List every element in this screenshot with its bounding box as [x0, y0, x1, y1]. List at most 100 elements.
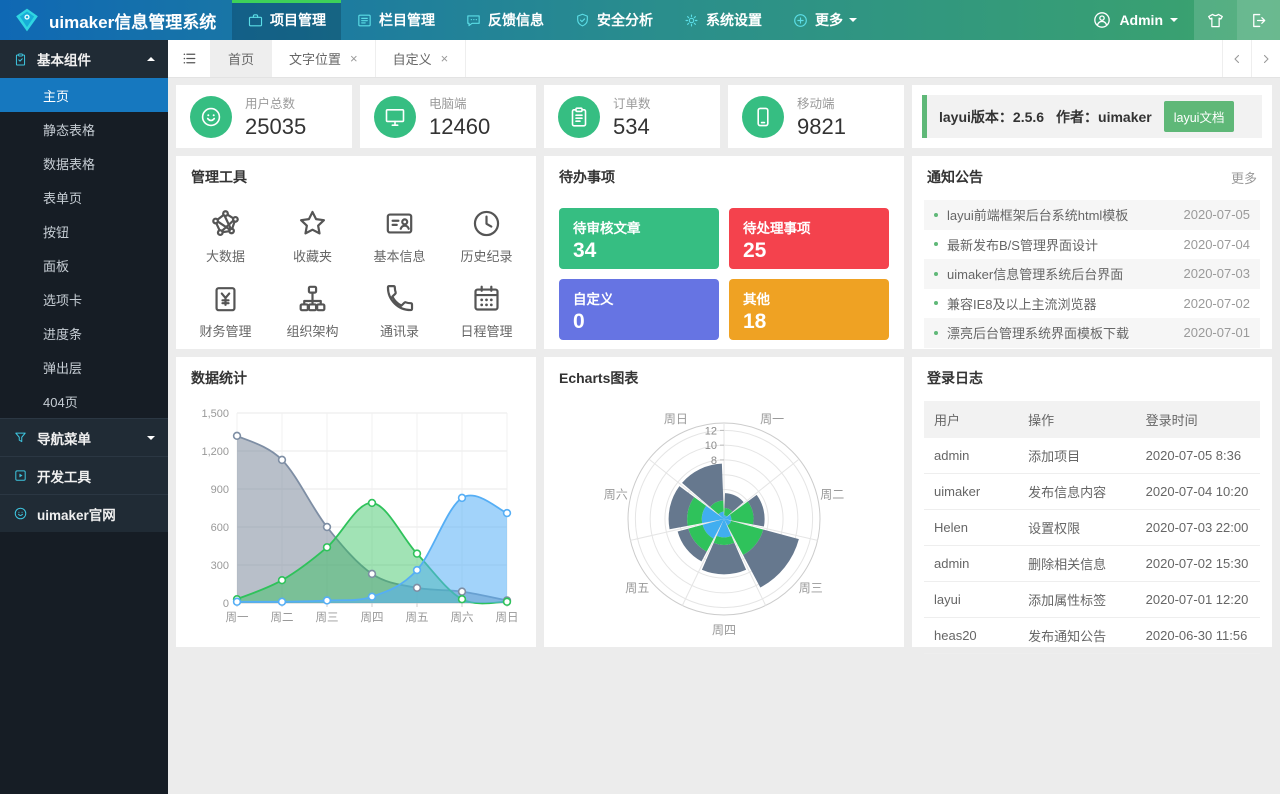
funnel-icon: [13, 430, 28, 445]
chevron-right-icon[interactable]: [1251, 40, 1280, 77]
sidebar-item-panel[interactable]: 面板: [0, 248, 168, 282]
tab-text-position[interactable]: 文字位置 ×: [272, 40, 376, 77]
user-menu[interactable]: Admin: [1076, 0, 1194, 40]
sidebar-item-label: 按钮: [43, 224, 70, 240]
tool-history[interactable]: 历史纪录: [443, 204, 530, 265]
nav-item-feedback[interactable]: 反馈信息: [450, 0, 559, 40]
calendar-icon: [443, 279, 530, 317]
panel-title: 待办事项: [559, 169, 615, 185]
tool-basic-info[interactable]: 基本信息: [356, 204, 443, 265]
todo-card-custom[interactable]: 自定义 0: [559, 279, 719, 340]
sidebar-item-form[interactable]: 表单页: [0, 180, 168, 214]
stat-value: 25035: [245, 114, 307, 139]
plus-circle-icon: [792, 12, 809, 29]
sidebar-item-home[interactable]: 主页: [0, 78, 168, 112]
top-header: uimaker信息管理系统 项目管理 栏目管理 反馈信息 安全分析 系统设置 更…: [0, 0, 1280, 40]
chevron-left-icon[interactable]: [1222, 40, 1251, 77]
bullet-icon: [934, 271, 938, 276]
idcard-icon: [356, 204, 443, 242]
tool-finance[interactable]: 财务管理: [182, 279, 269, 340]
nav-item-project[interactable]: 项目管理: [232, 0, 341, 40]
todo-grid: 待审核文章 34 待处理事项 25 自定义 0 其他 18: [544, 198, 904, 350]
chevron-down-icon: [849, 18, 857, 26]
notice-item[interactable]: 兼容IE8及以上主流浏览器 2020-07-02: [924, 289, 1260, 319]
sidebar-item-layer[interactable]: 弹出层: [0, 350, 168, 384]
stat-value: 9821: [797, 114, 846, 139]
tool-label: 大数据: [205, 249, 245, 264]
notice-item[interactable]: 漂亮后台管理系统界面模板下载 2020-07-01: [924, 318, 1260, 348]
sidebar-item-data-table[interactable]: 数据表格: [0, 146, 168, 180]
polar-chart: 8 10 12 周一 周二 周三 周四 周五 周六 周日: [544, 399, 904, 639]
panel-notice: 通知公告 更多 layui前端框架后台系统html模板 2020-07-05 最…: [912, 156, 1272, 349]
theme-button[interactable]: [1194, 0, 1237, 40]
panel-login-log: 登录日志 用户 操作 登录时间 admin 添加项目 2020-07-05 8:…: [912, 357, 1272, 654]
sidebar-item-label: 静态表格: [43, 122, 96, 138]
sidebar-item-button[interactable]: 按钮: [0, 214, 168, 248]
todo-card-other[interactable]: 其他 18: [729, 279, 889, 340]
todo-value: 25: [743, 239, 767, 262]
todo-card-pending-articles[interactable]: 待审核文章 34: [559, 208, 719, 269]
tool-favorites[interactable]: 收藏夹: [269, 204, 356, 265]
nav-label: 栏目管理: [379, 12, 435, 28]
tab-label: 文字位置: [289, 52, 342, 67]
nav-item-columns[interactable]: 栏目管理: [341, 0, 450, 40]
tool-label: 收藏夹: [292, 249, 332, 264]
tool-org-chart[interactable]: 组织架构: [269, 279, 356, 340]
panel-todo: 待办事项 待审核文章 34 待处理事项 25 自定义 0 其他 18: [544, 156, 904, 349]
table-row: heas20 发布通知公告 2020-06-30 11:56: [924, 617, 1260, 654]
logout-button[interactable]: [1237, 0, 1280, 40]
sidebar-section-nav-menu[interactable]: 导航菜单: [0, 418, 168, 456]
close-icon[interactable]: ×: [440, 51, 449, 66]
tab-home[interactable]: 首页: [211, 40, 273, 77]
panel-title: 管理工具: [191, 169, 247, 185]
tool-big-data[interactable]: 大数据: [182, 204, 269, 265]
sidebar-section-dev-tools[interactable]: 开发工具: [0, 456, 168, 494]
notice-item[interactable]: layui前端框架后台系统html模板 2020-07-05: [924, 200, 1260, 230]
nav-item-security[interactable]: 安全分析: [559, 0, 668, 40]
sidebar-item-label: 主页: [43, 88, 70, 104]
sidebar-item-tabs[interactable]: 选项卡: [0, 282, 168, 316]
panel-title: 通知公告: [927, 169, 983, 185]
layui-doc-button[interactable]: layui文档: [1163, 101, 1235, 132]
tool-schedule[interactable]: 日程管理: [443, 279, 530, 340]
tab-label: 首页: [228, 52, 255, 67]
nav-item-settings[interactable]: 系统设置: [668, 0, 777, 40]
chevron-down-icon: [147, 435, 155, 444]
tab-menu-button[interactable]: [168, 40, 211, 77]
sidebar-item-static-table[interactable]: 静态表格: [0, 112, 168, 146]
notice-item[interactable]: 最新发布B/S管理界面设计 2020-07-04: [924, 230, 1260, 260]
tool-contacts[interactable]: 通讯录: [356, 279, 443, 340]
nav-label: 安全分析: [597, 12, 653, 28]
nav-item-more[interactable]: 更多: [777, 0, 872, 40]
table-row: admin 删除相关信息 2020-07-02 15:30: [924, 545, 1260, 582]
monitor-icon: [374, 95, 416, 138]
notice-item[interactable]: uimaker信息管理系统后台界面 2020-07-03: [924, 259, 1260, 289]
stat-value: 12460: [429, 114, 491, 139]
sidebar-group-basic-components[interactable]: 基本组件: [0, 40, 168, 78]
svg-text:12: 12: [705, 425, 717, 437]
main-content: 用户总数 25035 电脑端 12460 订单数 534 移动端 9821 la…: [168, 78, 1280, 654]
svg-text:周二: 周二: [820, 487, 844, 501]
notice-text: 最新发布B/S管理界面设计: [947, 237, 1098, 253]
sidebar-section-uimaker-site[interactable]: uimaker官网: [0, 494, 168, 532]
sidebar-item-label: 404页: [43, 394, 78, 410]
tab-custom[interactable]: 自定义 ×: [376, 40, 467, 77]
header-right: Admin: [1076, 0, 1280, 40]
close-icon[interactable]: ×: [350, 51, 358, 66]
notice-more-link[interactable]: 更多: [1230, 170, 1257, 186]
svg-text:周六: 周六: [451, 611, 474, 624]
app-title: uimaker信息管理系统: [49, 12, 217, 32]
svg-text:0: 0: [223, 598, 229, 610]
todo-card-pending-tasks[interactable]: 待处理事项 25: [729, 208, 889, 269]
table-header-row: 用户 操作 登录时间: [924, 401, 1260, 438]
svg-text:1,500: 1,500: [201, 408, 229, 420]
tool-label: 通讯录: [379, 324, 419, 339]
svg-text:900: 900: [211, 484, 229, 496]
sidebar-item-404[interactable]: 404页: [0, 384, 168, 418]
sidebar-item-progress[interactable]: 进度条: [0, 316, 168, 350]
svg-text:8: 8: [711, 455, 717, 467]
notice-date: 2020-07-04: [1183, 236, 1251, 252]
svg-text:10: 10: [705, 440, 717, 452]
svg-text:周一: 周一: [226, 611, 249, 624]
column-header: 登录时间: [1135, 401, 1260, 438]
